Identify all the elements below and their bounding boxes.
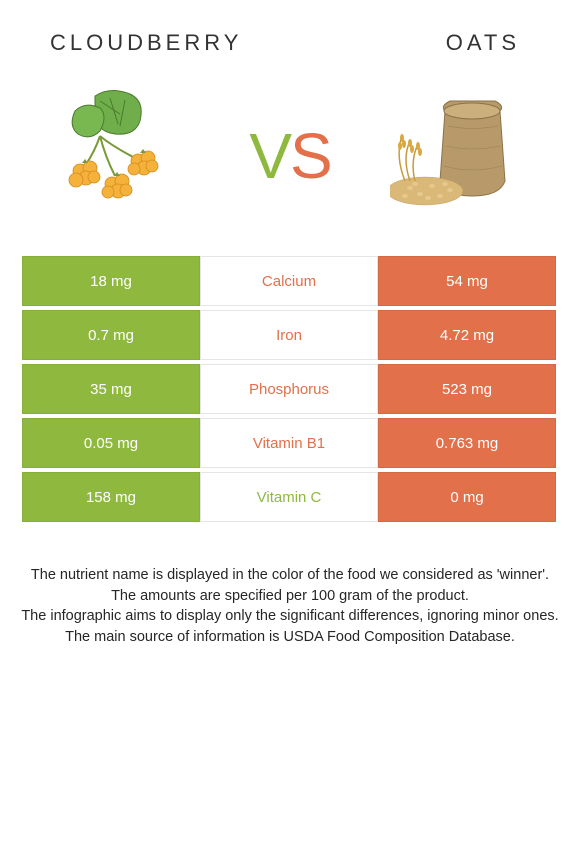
images-row: VS: [0, 66, 580, 256]
header-row: CLOUDBERRY OATS: [0, 0, 580, 66]
oats-icon: [390, 86, 540, 226]
oats-image: [385, 81, 545, 231]
nutrient-label: Calcium: [200, 256, 378, 306]
footnote-line: The infographic aims to display only the…: [18, 607, 562, 627]
nutrient-left-value: 18 mg: [22, 256, 200, 306]
nutrient-row: 0.05 mgVitamin B10.763 mg: [22, 418, 558, 468]
footnote-line: The nutrient name is displayed in the co…: [18, 566, 562, 586]
footnotes: The nutrient name is displayed in the co…: [0, 526, 580, 647]
vs-v-letter: V: [249, 120, 290, 192]
nutrient-label: Iron: [200, 310, 378, 360]
right-food-title: OATS: [446, 30, 520, 56]
footnote-line: The main source of information is USDA F…: [18, 628, 562, 648]
footnote-line: The amounts are specified per 100 gram o…: [18, 587, 562, 607]
nutrient-row: 35 mgPhosphorus523 mg: [22, 364, 558, 414]
nutrient-label: Vitamin B1: [200, 418, 378, 468]
left-food-title: CLOUDBERRY: [50, 30, 242, 56]
nutrient-left-value: 0.05 mg: [22, 418, 200, 468]
nutrient-right-value: 0.763 mg: [378, 418, 556, 468]
nutrient-right-value: 0 mg: [378, 472, 556, 522]
cloudberry-icon: [40, 86, 190, 226]
nutrient-left-value: 35 mg: [22, 364, 200, 414]
nutrient-row: 18 mgCalcium54 mg: [22, 256, 558, 306]
nutrient-table: 18 mgCalcium54 mg0.7 mgIron4.72 mg35 mgP…: [0, 256, 580, 522]
nutrient-left-value: 158 mg: [22, 472, 200, 522]
cloudberry-image: [35, 81, 195, 231]
vs-label: VS: [249, 119, 330, 193]
nutrient-right-value: 54 mg: [378, 256, 556, 306]
nutrient-right-value: 4.72 mg: [378, 310, 556, 360]
vs-s-letter: S: [290, 120, 331, 192]
nutrient-row: 158 mgVitamin C0 mg: [22, 472, 558, 522]
nutrient-right-value: 523 mg: [378, 364, 556, 414]
nutrient-left-value: 0.7 mg: [22, 310, 200, 360]
nutrient-row: 0.7 mgIron4.72 mg: [22, 310, 558, 360]
nutrient-label: Phosphorus: [200, 364, 378, 414]
nutrient-label: Vitamin C: [200, 472, 378, 522]
